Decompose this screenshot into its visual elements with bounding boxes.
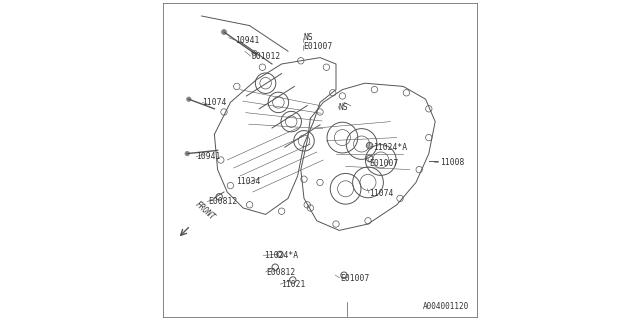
Text: 11008: 11008 bbox=[440, 158, 465, 167]
Circle shape bbox=[187, 97, 191, 101]
Text: FRONT: FRONT bbox=[193, 200, 217, 222]
Text: NS: NS bbox=[304, 33, 314, 42]
Text: 10941: 10941 bbox=[236, 36, 260, 44]
Text: E00812: E00812 bbox=[208, 197, 237, 206]
Text: 11074: 11074 bbox=[369, 189, 394, 198]
Text: E01007: E01007 bbox=[370, 159, 399, 168]
Circle shape bbox=[221, 29, 227, 35]
Text: E01007: E01007 bbox=[340, 274, 369, 283]
Text: 11021: 11021 bbox=[281, 280, 305, 289]
Text: 11034: 11034 bbox=[236, 177, 260, 186]
Text: NS: NS bbox=[339, 103, 348, 112]
Text: 11024*A: 11024*A bbox=[264, 252, 298, 260]
Text: 11074: 11074 bbox=[202, 98, 227, 107]
Text: A004001120: A004001120 bbox=[422, 302, 468, 311]
Text: 11024*A: 11024*A bbox=[372, 143, 407, 152]
Text: 10941: 10941 bbox=[196, 152, 220, 161]
Text: E01007: E01007 bbox=[303, 42, 333, 51]
Circle shape bbox=[185, 151, 189, 156]
Text: D01012: D01012 bbox=[251, 52, 280, 60]
Text: E00812: E00812 bbox=[266, 268, 296, 277]
